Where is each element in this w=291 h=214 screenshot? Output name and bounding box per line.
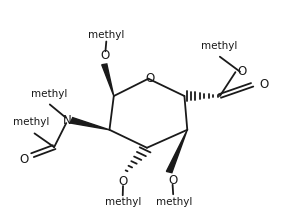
Text: N: N xyxy=(63,114,72,127)
Polygon shape xyxy=(70,118,109,130)
Polygon shape xyxy=(166,130,187,173)
Text: O: O xyxy=(259,78,268,91)
Text: methyl: methyl xyxy=(200,41,237,51)
Text: O: O xyxy=(168,174,177,187)
Text: O: O xyxy=(19,153,29,166)
Polygon shape xyxy=(102,64,114,96)
Text: methyl: methyl xyxy=(156,197,192,207)
Text: methyl: methyl xyxy=(104,198,141,207)
Text: methyl: methyl xyxy=(13,117,49,127)
Text: methyl: methyl xyxy=(31,89,67,99)
Text: O: O xyxy=(118,175,128,188)
Text: O: O xyxy=(100,49,110,62)
Text: O: O xyxy=(237,65,246,78)
Text: methyl: methyl xyxy=(88,30,125,40)
Text: O: O xyxy=(145,71,154,85)
